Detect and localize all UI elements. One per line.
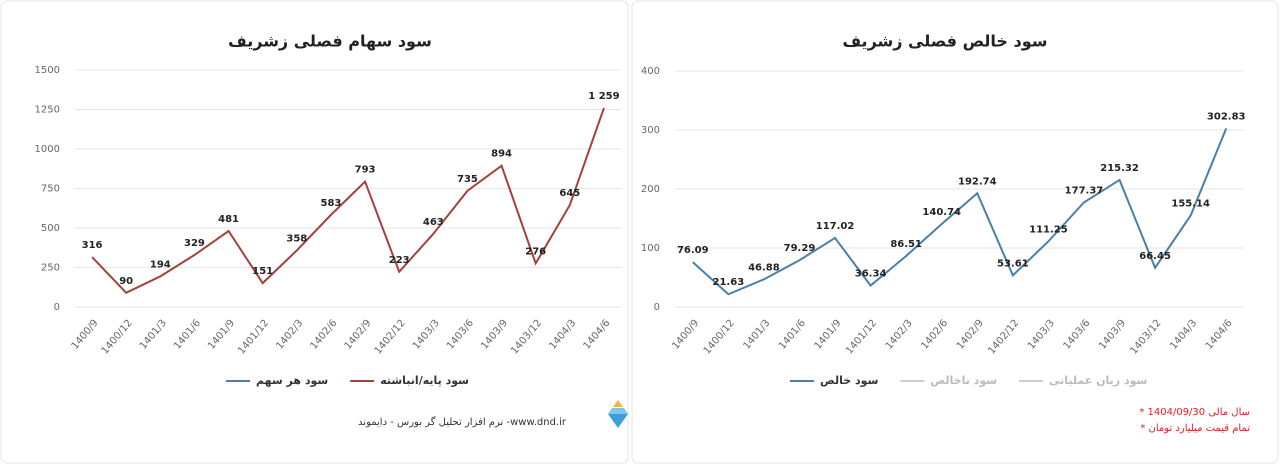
line [692, 127, 1228, 296]
line [91, 107, 605, 294]
data-label: 463 [423, 217, 444, 228]
data-label: 276 [525, 246, 546, 257]
legend-label: سود خالص [820, 374, 878, 387]
legend-label: سود زیان عملیاتی [1049, 374, 1147, 387]
data-label: 358 [286, 233, 307, 244]
data-label: 155.14 [1171, 198, 1210, 209]
chart-title: سود سهام فصلی زشریف [228, 32, 432, 51]
data-label: 117.02 [816, 221, 855, 232]
y-tick-label: 0 [654, 302, 660, 313]
data-label: 894 [491, 149, 512, 160]
y-tick-label: 500 [41, 223, 60, 234]
data-label: 481 [218, 214, 239, 225]
y-tick-label: 1250 [35, 105, 60, 116]
data-label: 90 [119, 276, 133, 287]
y-tick-label: 100 [641, 243, 660, 254]
data-label: 329 [184, 238, 205, 249]
logo [608, 400, 628, 428]
data-label: 1 259 [588, 91, 619, 102]
y-tick-label: 250 [41, 263, 60, 274]
data-label: 194 [150, 259, 171, 270]
data-label: 302.83 [1207, 111, 1246, 122]
data-label: 192.74 [958, 176, 997, 187]
y-tick-label: 0 [54, 302, 60, 313]
note: * سال مالی 1404/09/30 [1139, 407, 1250, 418]
data-label: 66.45 [1139, 251, 1171, 262]
data-label: 79.29 [784, 243, 816, 254]
data-label: 151 [252, 266, 273, 277]
y-tick-label: 750 [41, 184, 60, 195]
data-label: 111.25 [1029, 224, 1068, 235]
right-panel [631, 0, 1279, 464]
data-label: 793 [355, 165, 376, 176]
data-label: 316 [82, 240, 103, 251]
data-label: 645 [559, 188, 580, 199]
data-label: 177.37 [1065, 185, 1104, 196]
legend-label: سود هر سهم [256, 374, 328, 387]
data-label: 53.61 [997, 258, 1029, 269]
footer: نرم افزار تحلیل گر بورس - دایموند -www.d… [358, 416, 567, 428]
chart-title: سود خالص فصلی زشریف [843, 32, 1048, 51]
data-label: 735 [457, 174, 478, 185]
data-label: 583 [321, 198, 342, 209]
y-tick-label: 300 [641, 125, 660, 136]
data-label: 21.63 [713, 277, 745, 288]
y-tick-label: 1000 [35, 144, 60, 155]
y-tick-label: 200 [641, 184, 660, 195]
legend-label: سود ناخالص [930, 374, 997, 387]
data-label: 215.32 [1100, 163, 1139, 174]
data-label: 86.51 [890, 239, 922, 250]
data-label: 46.88 [748, 262, 780, 273]
y-tick-label: 1500 [35, 65, 60, 76]
data-label: 76.09 [677, 245, 709, 256]
data-label: 36.34 [855, 269, 887, 280]
data-label: 140.74 [922, 207, 961, 218]
note: * تمام قیمت میلیارد تومان [1140, 423, 1250, 434]
data-label: 223 [389, 255, 410, 266]
y-tick-label: 400 [641, 66, 660, 77]
legend-label: سود پایه/انباشته [380, 374, 469, 387]
